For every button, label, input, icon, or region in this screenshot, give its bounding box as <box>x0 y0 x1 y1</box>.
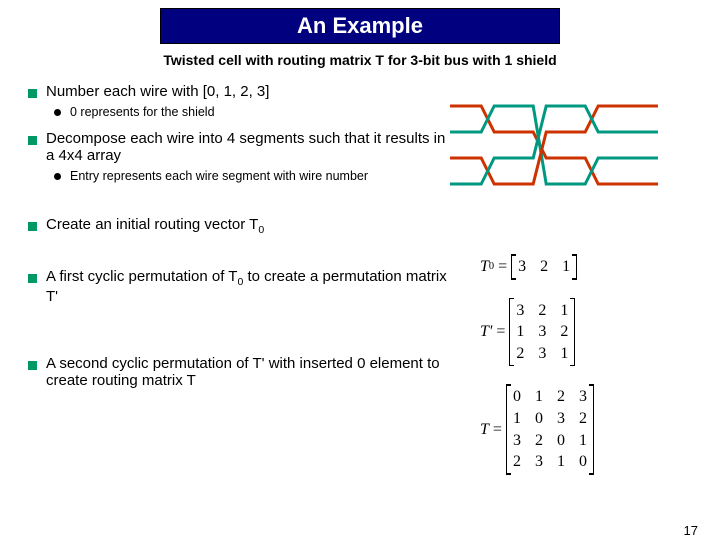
subbullet-zero-shield: 0 represents for the shield <box>18 103 450 123</box>
bullet-decompose: Decompose each wire into 4 segments such… <box>18 127 450 167</box>
slide-subtitle: Twisted cell with routing matrix T for 3… <box>0 52 720 68</box>
equation-t0: T0 = 3 2 1 <box>480 254 700 280</box>
content-area: Number each wire with [0, 1, 2, 3] 0 rep… <box>0 80 720 475</box>
equation-t: T = 0123 1032 3201 2310 <box>480 384 700 474</box>
figures-column: T0 = 3 2 1 T' = 321 <box>450 80 700 475</box>
twisted-wire-diagram <box>450 88 658 202</box>
equation-tprime: T' = 321 132 231 <box>480 298 700 367</box>
slide-title: An Example <box>297 13 423 38</box>
bullet-first-permutation: A first cyclic permutation of T0 to crea… <box>18 265 450 308</box>
bullet-second-permutation: A second cyclic permutation of T' with i… <box>18 352 450 392</box>
tprime-matrix: 321 132 231 <box>509 298 575 367</box>
bullet-number-wires: Number each wire with [0, 1, 2, 3] <box>18 80 450 103</box>
page-number: 17 <box>684 523 698 538</box>
slide-title-box: An Example <box>160 8 560 44</box>
t0-vector: 3 2 1 <box>511 254 577 280</box>
bullet-initial-vector: Create an initial routing vector T0 <box>18 213 450 239</box>
bullet-list: Number each wire with [0, 1, 2, 3] 0 rep… <box>18 80 450 475</box>
t-matrix: 0123 1032 3201 2310 <box>506 384 594 474</box>
subbullet-entry: Entry represents each wire segment with … <box>18 167 450 187</box>
